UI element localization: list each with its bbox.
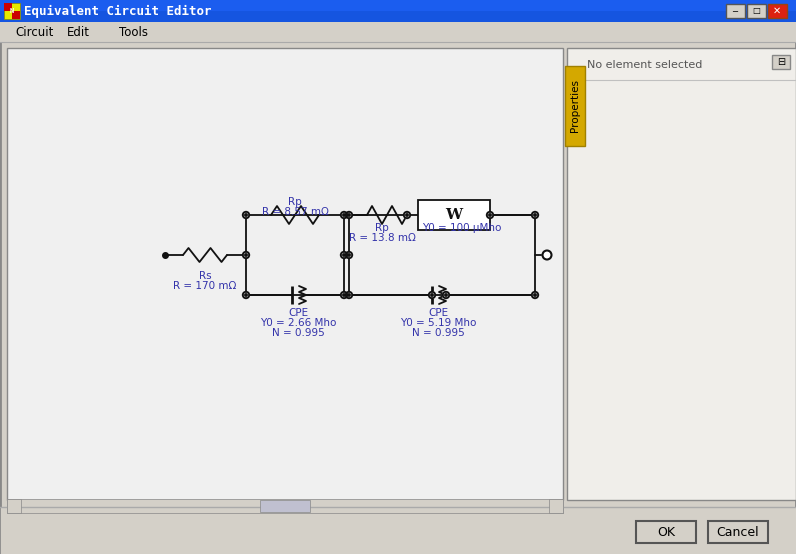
Circle shape xyxy=(345,252,352,258)
Bar xyxy=(768,4,787,18)
Bar xyxy=(0,507,796,554)
Bar xyxy=(567,48,796,500)
Circle shape xyxy=(341,292,347,298)
Text: Edit: Edit xyxy=(67,25,90,38)
Circle shape xyxy=(245,214,248,216)
Circle shape xyxy=(543,250,552,259)
Circle shape xyxy=(406,214,408,216)
Text: □: □ xyxy=(752,7,760,16)
Bar xyxy=(4,3,12,11)
Text: Rs: Rs xyxy=(199,271,211,281)
Text: R = 8.57 mΩ: R = 8.57 mΩ xyxy=(262,207,329,217)
Circle shape xyxy=(348,214,350,216)
Bar xyxy=(636,521,696,543)
Circle shape xyxy=(534,214,537,216)
Circle shape xyxy=(343,214,345,216)
Circle shape xyxy=(345,212,352,218)
Text: W: W xyxy=(446,208,462,222)
Bar xyxy=(549,499,563,513)
Circle shape xyxy=(532,212,538,218)
Bar xyxy=(260,500,310,512)
Text: N: N xyxy=(10,8,14,14)
Text: CPE: CPE xyxy=(288,308,308,318)
Text: CPE: CPE xyxy=(428,308,448,318)
Text: Tools: Tools xyxy=(119,25,148,38)
Circle shape xyxy=(404,212,410,218)
Text: Circuit: Circuit xyxy=(15,25,53,38)
Bar xyxy=(4,3,20,19)
Bar xyxy=(7,499,21,513)
Circle shape xyxy=(245,294,248,296)
Bar xyxy=(418,200,490,230)
Bar xyxy=(708,521,768,543)
Text: N = 0.995: N = 0.995 xyxy=(271,328,325,338)
Circle shape xyxy=(348,254,350,256)
Circle shape xyxy=(534,294,537,296)
Circle shape xyxy=(443,292,449,298)
Text: OK: OK xyxy=(657,526,675,538)
Bar xyxy=(726,4,745,18)
Bar xyxy=(0,0,796,11)
Text: Equivalent Circuit Editor: Equivalent Circuit Editor xyxy=(24,4,212,18)
Text: Y0 = 2.66 Mho: Y0 = 2.66 Mho xyxy=(259,318,336,328)
Circle shape xyxy=(245,254,248,256)
Bar xyxy=(0,0,796,22)
Text: ⊟: ⊟ xyxy=(777,57,785,67)
Text: Rp: Rp xyxy=(375,223,389,233)
Circle shape xyxy=(345,292,352,298)
Text: R = 170 mΩ: R = 170 mΩ xyxy=(174,281,236,291)
Text: No element selected: No element selected xyxy=(587,60,702,70)
Bar xyxy=(12,11,20,19)
Text: N = 0.995: N = 0.995 xyxy=(412,328,464,338)
Circle shape xyxy=(431,294,433,296)
Bar xyxy=(772,55,790,69)
Circle shape xyxy=(489,214,491,216)
Text: ✕: ✕ xyxy=(773,6,781,16)
Bar xyxy=(7,499,563,513)
Circle shape xyxy=(243,252,249,258)
Text: Y0 = 100 μMho: Y0 = 100 μMho xyxy=(423,223,501,233)
Bar xyxy=(565,66,585,146)
Text: Properties: Properties xyxy=(570,80,580,132)
Circle shape xyxy=(343,294,345,296)
Bar xyxy=(0,22,796,42)
Circle shape xyxy=(341,212,347,218)
Circle shape xyxy=(243,212,249,218)
Text: Cancel: Cancel xyxy=(716,526,759,538)
Text: ─: ─ xyxy=(732,7,738,16)
Circle shape xyxy=(487,212,494,218)
Circle shape xyxy=(243,292,249,298)
Circle shape xyxy=(445,294,447,296)
Circle shape xyxy=(341,252,347,258)
Circle shape xyxy=(532,292,538,298)
Bar xyxy=(747,4,766,18)
Text: Y0 = 5.19 Mho: Y0 = 5.19 Mho xyxy=(400,318,476,328)
Circle shape xyxy=(429,292,435,298)
Bar xyxy=(7,48,563,500)
Text: Rp: Rp xyxy=(288,197,302,207)
Text: R = 13.8 mΩ: R = 13.8 mΩ xyxy=(349,233,416,243)
Circle shape xyxy=(343,254,345,256)
Circle shape xyxy=(348,294,350,296)
